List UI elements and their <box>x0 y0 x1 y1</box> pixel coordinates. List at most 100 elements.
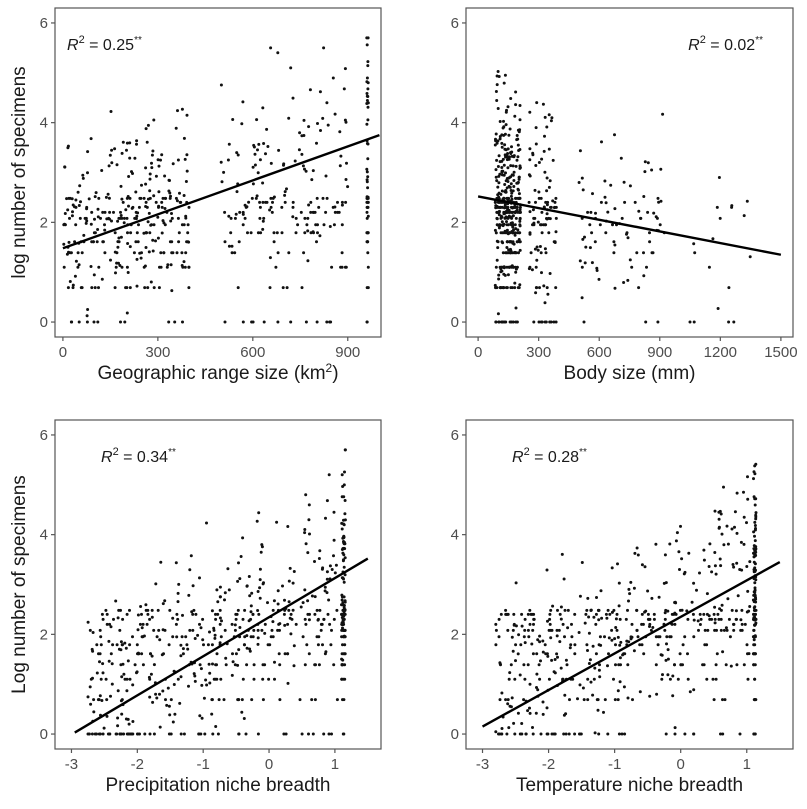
data-point <box>258 158 262 162</box>
data-point <box>116 240 120 244</box>
data-point <box>325 591 329 595</box>
data-point <box>502 272 506 276</box>
data-point <box>543 115 547 119</box>
data-point <box>523 677 527 681</box>
data-point <box>332 223 336 227</box>
data-point <box>218 608 222 612</box>
data-point <box>333 571 337 575</box>
data-point <box>514 270 518 274</box>
data-point <box>597 643 601 647</box>
data-point <box>342 603 345 607</box>
data-point <box>344 120 348 124</box>
data-point <box>100 169 104 172</box>
data-point <box>753 539 757 543</box>
data-point <box>517 188 520 192</box>
data-point <box>123 641 127 645</box>
data-point <box>539 732 543 736</box>
data-point <box>753 732 757 736</box>
data-point <box>548 272 552 275</box>
data-point <box>522 698 526 702</box>
data-point <box>612 608 616 612</box>
data-point <box>754 597 758 601</box>
data-point <box>308 612 311 616</box>
data-point <box>564 712 568 716</box>
x-tick-label: 600 <box>587 344 612 361</box>
data-point <box>531 628 535 632</box>
data-point <box>584 612 588 616</box>
data-point <box>233 251 237 255</box>
data-point <box>520 722 524 725</box>
data-point <box>535 686 538 689</box>
data-point <box>184 635 188 639</box>
data-point <box>327 473 331 477</box>
data-point <box>151 238 155 242</box>
data-point <box>261 200 265 204</box>
data-point <box>503 73 507 77</box>
data-point <box>498 135 502 138</box>
data-point <box>728 635 732 639</box>
data-point <box>496 70 500 73</box>
y-axis-title: Log number of specimens <box>9 475 30 694</box>
data-point <box>632 649 636 653</box>
data-point <box>536 638 540 642</box>
data-point <box>499 286 502 290</box>
x-tick-label: 300 <box>526 344 551 361</box>
data-point <box>752 470 756 474</box>
data-point <box>256 636 260 640</box>
data-point <box>537 663 541 667</box>
data-point <box>97 286 100 290</box>
data-point <box>573 643 577 647</box>
data-point <box>501 126 505 130</box>
data-point <box>179 732 183 736</box>
data-point <box>63 222 66 226</box>
data-point <box>167 732 171 736</box>
data-point <box>551 604 555 608</box>
data-point <box>327 598 331 602</box>
data-point <box>77 263 81 267</box>
data-point <box>121 140 125 144</box>
data-point <box>685 609 689 613</box>
data-point <box>596 698 600 702</box>
data-point <box>591 693 595 697</box>
data-point <box>589 210 593 214</box>
data-point <box>237 240 241 244</box>
x-tick-label: -2 <box>542 756 555 773</box>
data-point <box>116 245 120 249</box>
data-point <box>558 612 562 616</box>
data-point <box>214 725 218 728</box>
data-point <box>302 118 306 122</box>
data-point <box>332 617 336 621</box>
data-point <box>615 628 619 632</box>
data-point <box>68 280 72 283</box>
data-point <box>124 646 128 650</box>
data-point <box>125 311 129 315</box>
data-point <box>509 97 513 100</box>
data-point <box>226 158 230 162</box>
data-point <box>494 90 498 93</box>
data-point <box>271 635 275 639</box>
data-point <box>109 694 112 698</box>
data-point <box>95 671 99 675</box>
data-point <box>105 714 109 718</box>
data-point <box>656 196 660 200</box>
data-point <box>271 200 274 204</box>
data-point <box>305 643 309 647</box>
data-point <box>645 265 648 269</box>
x-tick-label: -1 <box>608 756 621 773</box>
data-point <box>493 228 497 232</box>
data-point <box>698 623 702 626</box>
data-point <box>254 196 258 200</box>
data-point <box>171 251 175 255</box>
data-point <box>519 643 523 647</box>
data-point <box>642 274 646 278</box>
data-point <box>201 617 205 621</box>
data-point <box>67 240 71 244</box>
data-point <box>671 674 675 678</box>
data-point <box>179 654 183 658</box>
r-squared-annotation: R2 = 0.34** <box>101 446 176 466</box>
data-point <box>88 628 92 632</box>
data-point <box>753 497 757 501</box>
y-tick-label: 4 <box>40 115 48 132</box>
data-point <box>128 608 131 612</box>
data-point <box>554 230 558 234</box>
